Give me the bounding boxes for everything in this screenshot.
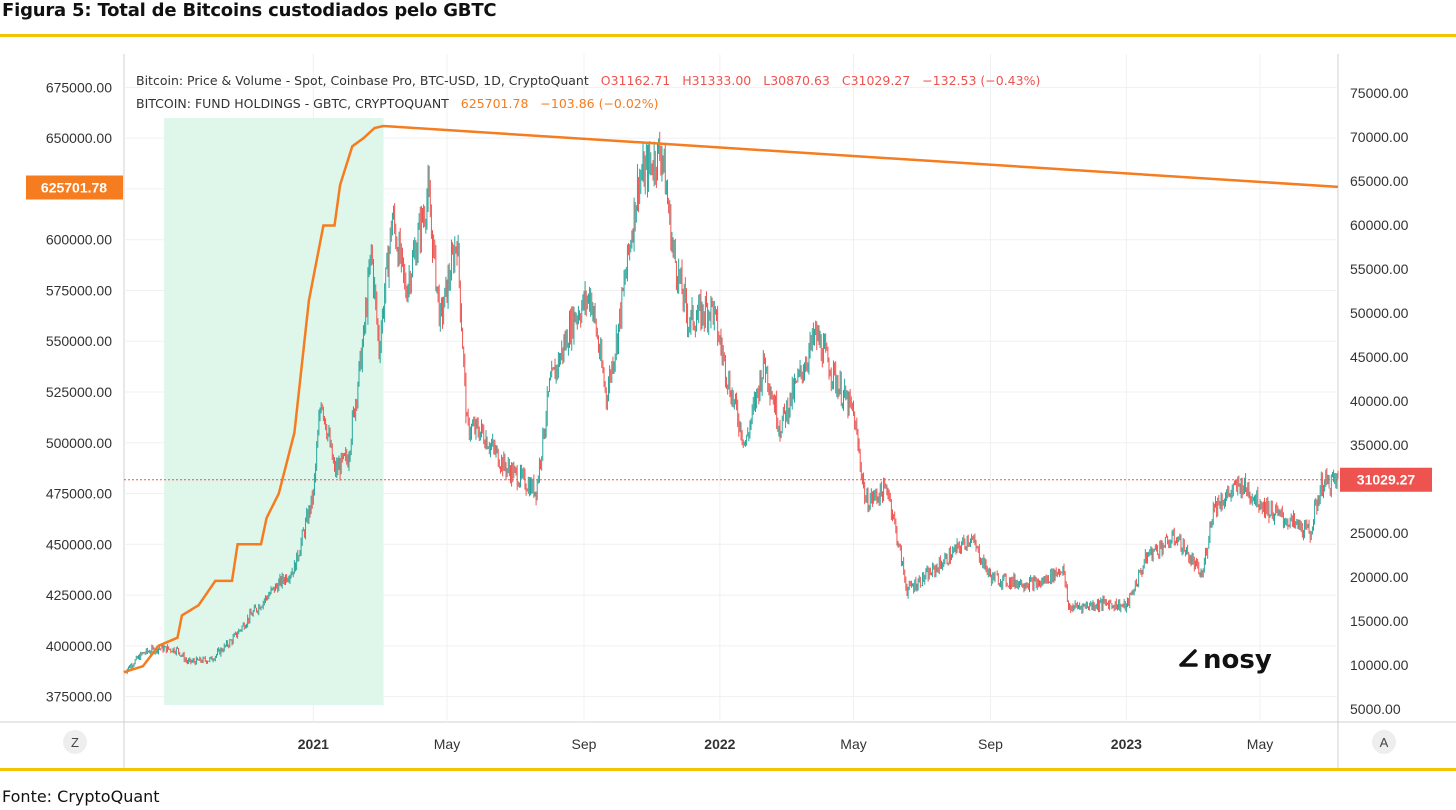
right-tick-label: 45000.00 [1350,349,1409,365]
x-tick-label: May [434,736,460,752]
right-tick-label: 75000.00 [1350,85,1409,101]
left-tick-label: 400000.00 [46,638,112,654]
figure-title: Figura 5: Total de Bitcoins custodiados … [2,0,497,21]
x-tick-label: Sep [572,736,597,752]
right-tick-label: 40000.00 [1350,393,1409,409]
price-candles [123,131,1339,674]
legend-series-1: Bitcoin: Price & Volume - Spot, Coinbase… [136,73,589,88]
legend-open: O31162.71 [601,73,670,88]
x-tick-label: May [840,736,866,752]
legend-series-2: BITCOIN: FUND HOLDINGS - GBTC, CRYPTOQUA… [136,96,449,111]
right-tick-label: 20000.00 [1350,569,1409,585]
left-tick-label: 600000.00 [46,232,112,248]
left-tick-label: 525000.00 [46,384,112,400]
left-tick-label: 550000.00 [46,333,112,349]
price-current-label-bg [1340,467,1432,492]
left-tick-label: 500000.00 [46,435,112,451]
left-scale-button[interactable]: Z [63,730,87,754]
right-tick-label: 25000.00 [1350,525,1409,541]
legend-holdings-value: 625701.78 [461,96,529,111]
svg-text:Bitcoin: Price & Volume - Spot: Bitcoin: Price & Volume - Spot, Coinbase… [136,73,1040,88]
right-tick-label: 50000.00 [1350,305,1409,321]
top-rule [0,34,1456,37]
right-tick-label: 5000.00 [1350,701,1401,717]
nosy-logo-icon [1179,649,1198,667]
price-current-label: 31029.27 [1357,472,1416,488]
left-axis[interactable]: 375000.00 400000.00 425000.00 450000.00 4750… [46,79,112,704]
holdings-current-label-bg [26,175,123,200]
left-tick-label: 475000.00 [46,486,112,502]
svg-text:nosy: nosy [1203,645,1272,675]
chart[interactable]: 375000.00 400000.00 425000.00 450000.00 4750… [0,0,1456,768]
right-tick-label: 55000.00 [1350,261,1409,277]
right-tick-label: 15000.00 [1350,613,1409,629]
figure-source: Fonte: CryptoQuant [2,787,160,806]
svg-text:A: A [1380,735,1389,750]
legend-change: −132.53 (−0.43%) [922,73,1040,88]
highlight-band [164,118,384,705]
right-tick-label: 70000.00 [1350,129,1409,145]
left-tick-label: 375000.00 [46,689,112,705]
svg-text:BITCOIN: FUND HOLDINGS - GBTC,: BITCOIN: FUND HOLDINGS - GBTC, CRYPTOQUA… [136,96,659,111]
left-tick-label: 450000.00 [46,536,112,552]
holdings-current-label: 625701.78 [41,179,107,195]
holdings-line [123,124,1339,674]
x-tick-label: 2021 [298,736,329,752]
legend: Bitcoin: Price & Volume - Spot, Coinbase… [136,73,1040,111]
x-axis[interactable]: 2021 May Sep 2022 May Sep 2023 May [298,736,1274,752]
legend-high: H31333.00 [682,73,751,88]
legend-low: L30870.63 [763,73,830,88]
left-tick-label: 675000.00 [46,79,112,95]
right-scale-button[interactable]: A [1372,730,1396,754]
x-tick-label: Sep [978,736,1003,752]
right-tick-label: 65000.00 [1350,173,1409,189]
x-tick-label: May [1247,736,1273,752]
nosy-logo: nosy [1179,645,1272,675]
left-tick-label: 425000.00 [46,587,112,603]
x-tick-label: 2023 [1111,736,1142,752]
right-tick-label: 35000.00 [1350,437,1409,453]
svg-text:Z: Z [71,735,79,750]
right-axis[interactable]: 5000.00 10000.00 15000.00 20000.00 25000.00 3… [1350,85,1409,717]
legend-holdings-change: −103.86 (−0.02%) [540,96,658,111]
x-tick-label: 2022 [704,736,735,752]
left-tick-label: 575000.00 [46,282,112,298]
right-tick-label: 60000.00 [1350,217,1409,233]
right-tick-label: 10000.00 [1350,657,1409,673]
left-tick-label: 650000.00 [46,130,112,146]
legend-close: C31029.27 [842,73,910,88]
bottom-rule [0,768,1456,771]
